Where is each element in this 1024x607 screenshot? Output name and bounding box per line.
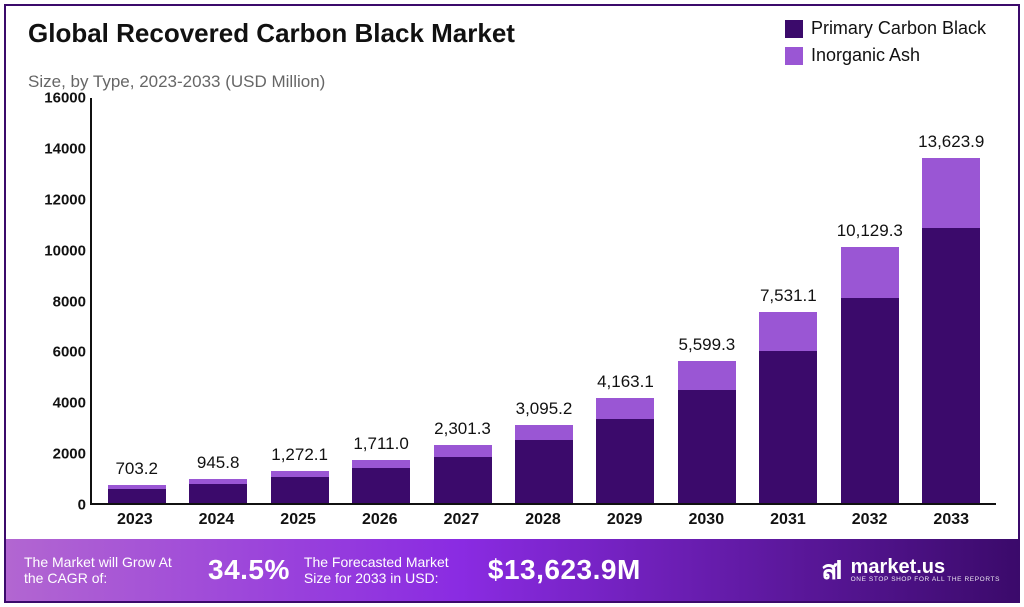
bar-total-label: 703.2 (115, 459, 158, 479)
bar-segment-ash (596, 398, 654, 419)
bar-segment-primary (271, 477, 329, 503)
y-tick: 8000 (28, 293, 86, 310)
bar-stack (271, 98, 329, 503)
bars-container: 703.2 945.8 1,272.1 1,711.0 2,301.3 3,095.2 4,… (92, 98, 996, 503)
bar-segment-primary (596, 419, 654, 503)
bar-column: 4,163.1 (585, 98, 666, 503)
brand-tagline: ONE STOP SHOP FOR ALL THE REPORTS (851, 577, 1000, 584)
bar-total-label: 1,711.0 (353, 434, 408, 454)
y-tick: 16000 (28, 90, 86, 107)
bar-segment-primary (678, 390, 736, 503)
legend-swatch-primary (785, 20, 803, 38)
footer-banner: The Market will Grow At the CAGR of: 34.… (6, 539, 1018, 601)
brand-mark-icon: สl (822, 550, 841, 591)
legend-swatch-ash (785, 47, 803, 65)
bar-segment-primary (189, 484, 247, 503)
x-tick: 2023 (94, 505, 176, 533)
forecast-value: $13,623.9M (488, 554, 641, 586)
bar-total-label: 3,095.2 (516, 399, 573, 419)
legend-label-primary: Primary Carbon Black (811, 18, 986, 39)
bar-column: 945.8 (177, 98, 258, 503)
x-tick: 2026 (339, 505, 421, 533)
brand: สl market.us ONE STOP SHOP FOR ALL THE R… (822, 550, 1000, 591)
chart-title: Global Recovered Carbon Black Market (28, 18, 515, 49)
bar-column: 10,129.3 (829, 98, 910, 503)
legend-item-primary: Primary Carbon Black (785, 18, 986, 39)
bar-segment-primary (922, 228, 980, 503)
x-tick: 2024 (176, 505, 258, 533)
x-tick: 2031 (747, 505, 829, 533)
chart-frame: Global Recovered Carbon Black Market Pri… (4, 4, 1020, 603)
x-tick: 2025 (257, 505, 339, 533)
bar-segment-ash (759, 312, 817, 351)
bar-segment-primary (108, 489, 166, 503)
bar-stack (189, 98, 247, 503)
bar-stack (678, 98, 736, 503)
bar-segment-primary (434, 457, 492, 503)
bar-stack (108, 98, 166, 503)
y-axis: 0200040006000800010000120001400016000 (28, 98, 86, 505)
x-axis: 2023202420252026202720282029203020312032… (90, 505, 996, 533)
forecast-label: The Forecasted Market Size for 2033 in U… (304, 554, 474, 586)
bar-segment-primary (841, 298, 899, 503)
bar-segment-primary (352, 468, 410, 503)
x-tick: 2028 (502, 505, 584, 533)
y-tick: 12000 (28, 191, 86, 208)
y-tick: 14000 (28, 140, 86, 157)
x-tick: 2033 (910, 505, 992, 533)
bar-stack (434, 98, 492, 503)
bar-column: 1,711.0 (340, 98, 421, 503)
y-tick: 10000 (28, 242, 86, 259)
bar-stack (922, 98, 980, 503)
cagr-label: The Market will Grow At the CAGR of: (24, 554, 194, 586)
bar-total-label: 2,301.3 (434, 419, 491, 439)
bar-column: 5,599.3 (666, 98, 747, 503)
bar-stack (515, 98, 573, 503)
bar-segment-primary (759, 351, 817, 503)
x-tick: 2027 (421, 505, 503, 533)
bar-segment-ash (841, 247, 899, 299)
y-tick: 6000 (28, 344, 86, 361)
x-tick: 2030 (665, 505, 747, 533)
bar-segment-ash (434, 445, 492, 457)
bar-column: 7,531.1 (748, 98, 829, 503)
bar-segment-ash (922, 158, 980, 228)
y-tick: 0 (28, 497, 86, 514)
bar-total-label: 945.8 (197, 453, 240, 473)
bar-stack (596, 98, 654, 503)
bar-total-label: 13,623.9 (918, 132, 984, 152)
x-tick: 2029 (584, 505, 666, 533)
bar-segment-ash (678, 361, 736, 390)
bar-total-label: 10,129.3 (837, 221, 903, 241)
bar-total-label: 7,531.1 (760, 286, 817, 306)
bar-column: 2,301.3 (422, 98, 503, 503)
y-tick: 2000 (28, 446, 86, 463)
bar-segment-ash (515, 425, 573, 441)
bar-segment-primary (515, 440, 573, 503)
cagr-value: 34.5% (208, 554, 290, 586)
bar-total-label: 1,272.1 (271, 445, 328, 465)
y-tick: 4000 (28, 395, 86, 412)
bar-column: 13,623.9 (911, 98, 992, 503)
bar-stack (841, 98, 899, 503)
bar-segment-ash (352, 460, 410, 469)
plot-area: 703.2 945.8 1,272.1 1,711.0 2,301.3 3,095.2 4,… (90, 98, 996, 505)
x-tick: 2032 (829, 505, 911, 533)
chart-subtitle: Size, by Type, 2023-2033 (USD Million) (6, 70, 1018, 98)
bar-total-label: 4,163.1 (597, 372, 654, 392)
bar-total-label: 5,599.3 (679, 335, 736, 355)
brand-name: market.us (851, 557, 1000, 577)
bar-column: 1,272.1 (259, 98, 340, 503)
legend-label-ash: Inorganic Ash (811, 45, 920, 66)
legend-item-ash: Inorganic Ash (785, 45, 986, 66)
chart-area: 0200040006000800010000120001400016000 70… (28, 98, 996, 533)
legend: Primary Carbon Black Inorganic Ash (785, 18, 996, 66)
bar-column: 703.2 (96, 98, 177, 503)
header-row: Global Recovered Carbon Black Market Pri… (6, 6, 1018, 70)
bar-column: 3,095.2 (503, 98, 584, 503)
